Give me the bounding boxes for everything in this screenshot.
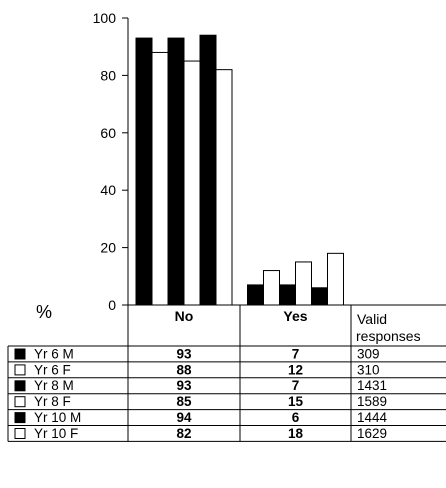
bars-layer <box>135 34 344 306</box>
valid-responses-cell: 309 <box>357 346 380 361</box>
data-label-yes: 12 <box>288 362 303 377</box>
bar-yr-8-f-yes <box>295 261 312 306</box>
bar-yr-10-f-no <box>215 69 233 306</box>
data-label-no: 93 <box>176 346 192 361</box>
legend-swatch <box>14 428 26 439</box>
valid-responses-cell: 1444 <box>357 410 388 425</box>
legend-label: Yr 6 F <box>34 362 71 377</box>
bar-yr-6-m-no <box>135 37 153 306</box>
legend-swatch <box>14 364 26 376</box>
bar-yr-6-f-no <box>151 51 169 306</box>
data-label-no: 88 <box>176 362 192 377</box>
y-tick-label: 0 <box>108 297 116 313</box>
valid-responses-cell: 1629 <box>357 426 387 441</box>
bar-yr-10-f-yes <box>327 252 344 306</box>
data-label-yes: 18 <box>288 426 304 441</box>
header-no: No <box>175 308 194 324</box>
data-label-no: 82 <box>176 426 191 441</box>
bar-yr-8-m-yes <box>279 284 296 306</box>
y-tick-label: 80 <box>100 67 116 83</box>
legend-swatch <box>14 348 26 360</box>
y-tick-label: 20 <box>100 240 116 256</box>
bar-yr-6-m-yes <box>247 284 264 306</box>
legend-label: Yr 8 F <box>34 394 71 409</box>
bar-yr-6-f-yes <box>263 270 280 306</box>
legend-label: Yr 10 M <box>34 410 81 425</box>
y-tick-label: 100 <box>93 10 117 26</box>
legend-swatch <box>14 380 26 392</box>
y-tick-label: 60 <box>100 125 116 141</box>
valid-responses-cell: 1431 <box>357 378 387 393</box>
legend-label: Yr 8 M <box>34 378 74 393</box>
bar-yr-8-m-no <box>167 37 185 306</box>
legend-swatch <box>14 412 26 424</box>
data-label-yes: 7 <box>292 346 300 361</box>
legend-label: Yr 10 F <box>34 426 78 441</box>
legend-swatch <box>14 396 26 408</box>
legend-label: Yr 6 M <box>34 346 74 361</box>
valid-responses-cell: 310 <box>357 362 380 377</box>
data-label-yes: 15 <box>288 394 304 409</box>
header-responses: responses <box>356 328 421 344</box>
y-axis-label: % <box>36 302 52 322</box>
header-yes: Yes <box>283 308 307 324</box>
bar-yr-8-f-no <box>183 60 201 306</box>
data-label-no: 93 <box>176 378 192 393</box>
data-label-no: 94 <box>176 410 192 425</box>
data-label-yes: 7 <box>292 378 300 393</box>
bar-yr-10-m-yes <box>311 287 328 306</box>
y-tick-label: 40 <box>100 182 116 198</box>
data-label-no: 85 <box>176 394 192 409</box>
valid-responses-cell: 1589 <box>357 394 387 409</box>
bar-yr-10-m-no <box>199 34 217 306</box>
data-label-yes: 6 <box>292 410 300 425</box>
header-valid: Valid <box>357 311 387 327</box>
